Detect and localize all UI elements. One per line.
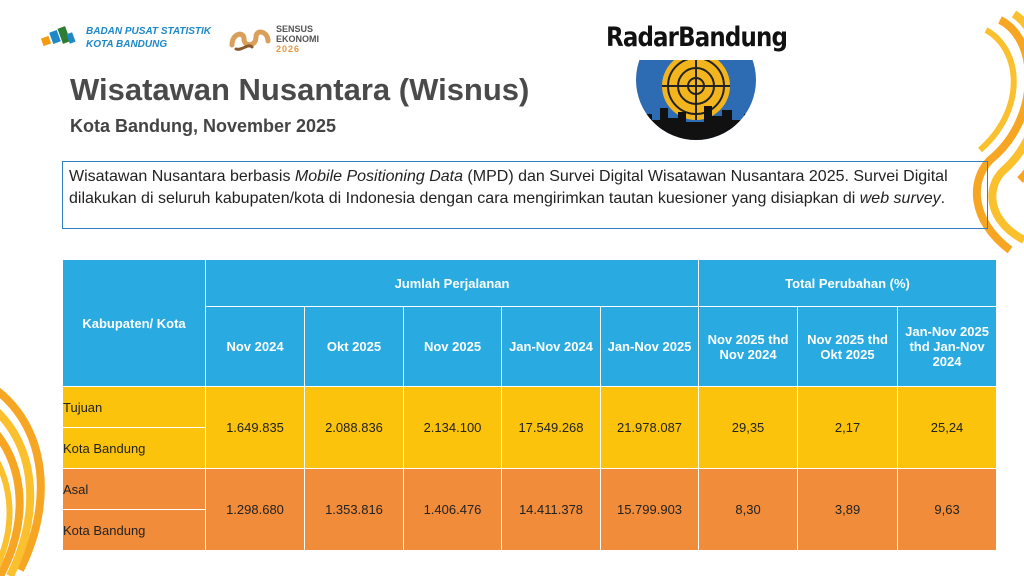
page-title: Wisatawan Nusantara (Wisnus) — [70, 72, 530, 107]
table-cell: 14.411.378 — [501, 468, 601, 551]
table-cell: 17.549.268 — [501, 386, 601, 469]
description-em-mpd: Mobile Positioning Data — [294, 168, 463, 185]
table-cell: 1.298.680 — [205, 468, 305, 551]
description-text-3: . — [940, 190, 946, 207]
row-sublabel: Kota Bandung — [62, 427, 206, 469]
header-col: Jan-Nov 2025 thd Jan-Nov 2024 — [897, 306, 998, 387]
description-text-1: Wisatawan Nusantara berbasis — [69, 168, 295, 185]
table-cell: 25,24 — [897, 386, 998, 469]
table-cell: 21.978.087 — [599, 386, 700, 469]
table-cell: 29,35 — [698, 386, 799, 469]
table-cell: 8,30 — [698, 468, 799, 551]
radar-bandung-wordmark: RadarBandung — [606, 22, 788, 53]
table-cell: 2.088.836 — [304, 386, 404, 469]
table-cell: 2,17 — [797, 386, 899, 469]
sensus-ekonomi-logo: SENSUS EKONOMI 2026 — [228, 24, 319, 54]
table-cell: 9,63 — [897, 468, 998, 551]
sensus-line2: EKONOMI — [276, 34, 320, 44]
table-row-asal: Asal 1.298.680 1.353.816 1.406.476 14.41… — [62, 468, 998, 551]
bps-emblem-icon — [40, 26, 76, 47]
table-cell: 15.799.903 — [599, 468, 700, 551]
header-group-change: Total Perubahan (%) — [698, 259, 998, 307]
row-label: Tujuan — [62, 386, 206, 428]
table-cell: 2.134.100 — [403, 386, 502, 469]
table-cell: 1.649.835 — [205, 386, 305, 469]
sensus-year: 2026 — [276, 44, 301, 54]
row-label: Asal — [62, 468, 206, 510]
header-col: Jan-Nov 2025 — [599, 306, 700, 387]
header-col: Okt 2025 — [304, 306, 404, 387]
bps-org-name: BADAN PUSAT STATISTIK — [86, 26, 211, 37]
table-row-asal-sub: Kota Bandung — [62, 509, 997, 551]
table-row-tujuan-sub: Kota Bandung — [62, 427, 997, 469]
header-group-trips: Jumlah Perjalanan — [204, 259, 700, 307]
table-cell: 1.353.816 — [304, 468, 404, 551]
bps-logo: BADAN PUSAT STATISTIK KOTA BANDUNG — [40, 25, 211, 51]
table-cell: 1.406.476 — [403, 468, 502, 551]
header-col: Nov 2025 thd Okt 2025 — [797, 306, 899, 387]
description-text-2: (MPD) dan Survei Digital Wisatawan Nusan… — [69, 168, 948, 207]
radar-bandung-emblem-icon — [636, 60, 756, 140]
header-col: Nov 2025 thd Nov 2024 — [698, 306, 799, 387]
header-col: Nov 2025 — [403, 306, 502, 387]
header-col: Jan-Nov 2024 — [501, 306, 601, 387]
header-col: Nov 2024 — [205, 306, 305, 387]
row-sublabel: Kota Bandung — [62, 509, 206, 551]
header-region: Kabupaten/ Kota — [62, 259, 206, 387]
page-subtitle: Kota Bandung, November 2025 — [70, 116, 337, 136]
bps-city-name: KOTA BANDUNG — [86, 39, 168, 50]
table-row-tujuan: Tujuan 1.649.835 2.088.836 2.134.100 17.… — [62, 386, 998, 469]
description-box: Wisatawan Nusantara berbasis Mobile Posi… — [62, 161, 988, 229]
wisnus-table: Kabupaten/ Kota Jumlah Perjalanan Total … — [62, 259, 998, 551]
sensus-line1: SENSUS — [276, 24, 314, 34]
decorative-stripes-bottom-left — [0, 388, 45, 576]
sensus-ekonomi-emblem-icon — [229, 29, 271, 51]
description-em-web-survey: web survey — [859, 190, 941, 207]
table-cell: 3,89 — [797, 468, 899, 551]
